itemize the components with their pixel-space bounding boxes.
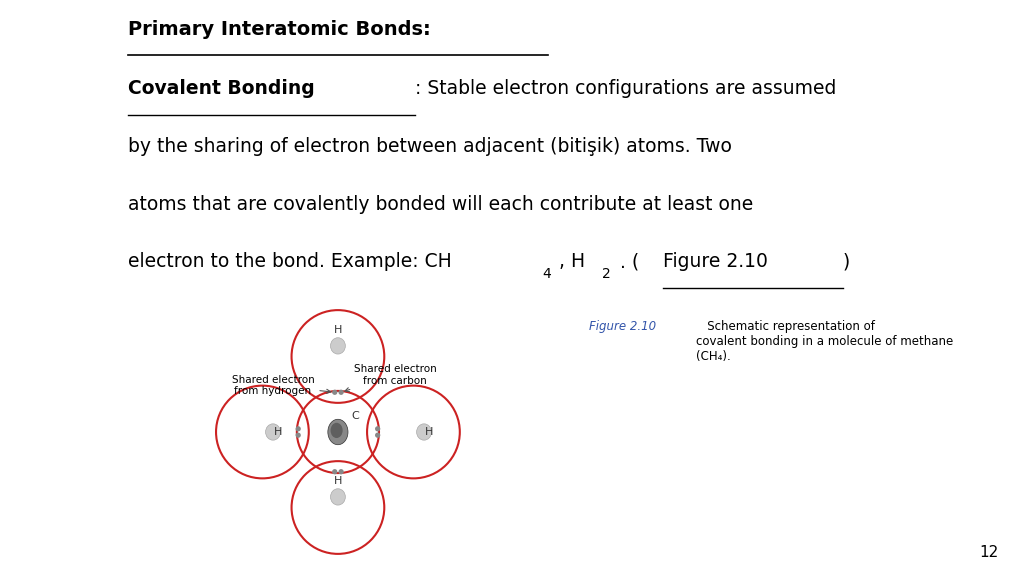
Ellipse shape [331,423,343,438]
Text: : Stable electron configurations are assumed: : Stable electron configurations are ass… [415,79,836,98]
Text: Covalent Bonding: Covalent Bonding [128,79,314,98]
Circle shape [339,469,344,475]
Text: electron to the bond. Example: CH: electron to the bond. Example: CH [128,252,452,271]
Circle shape [332,389,337,395]
Circle shape [296,433,301,438]
Text: 12: 12 [979,545,998,560]
Text: . (: . ( [614,252,640,271]
Text: atoms that are covalently bonded will each contribute at least one: atoms that are covalently bonded will ea… [128,195,754,214]
Text: 2: 2 [602,267,611,281]
Text: 4: 4 [543,267,552,281]
Ellipse shape [328,419,348,445]
Circle shape [375,426,380,431]
Circle shape [375,433,380,438]
Text: H: H [425,427,433,437]
Circle shape [332,469,337,475]
Ellipse shape [331,489,345,505]
Text: ): ) [843,252,850,271]
Text: H: H [274,427,283,437]
Text: by the sharing of electron between adjacent (bitişik) atoms. Two: by the sharing of electron between adjac… [128,137,732,156]
Text: Figure 2.10: Figure 2.10 [589,320,656,333]
Text: Schematic representation of
covalent bonding in a molecule of methane
(CH₄).: Schematic representation of covalent bon… [696,320,953,363]
Text: Shared electron
from hydrogen: Shared electron from hydrogen [231,375,331,396]
Ellipse shape [265,424,281,440]
Text: Primary Interatomic Bonds:: Primary Interatomic Bonds: [128,20,431,39]
Text: H: H [334,325,342,335]
Text: , H: , H [559,252,586,271]
Circle shape [296,426,301,431]
Text: C: C [351,411,359,422]
Ellipse shape [331,338,345,354]
Text: Figure 2.10: Figure 2.10 [663,252,767,271]
Ellipse shape [417,424,431,440]
Text: Shared electron
from carbon: Shared electron from carbon [345,364,436,392]
Text: H: H [334,476,342,486]
Circle shape [339,389,344,395]
